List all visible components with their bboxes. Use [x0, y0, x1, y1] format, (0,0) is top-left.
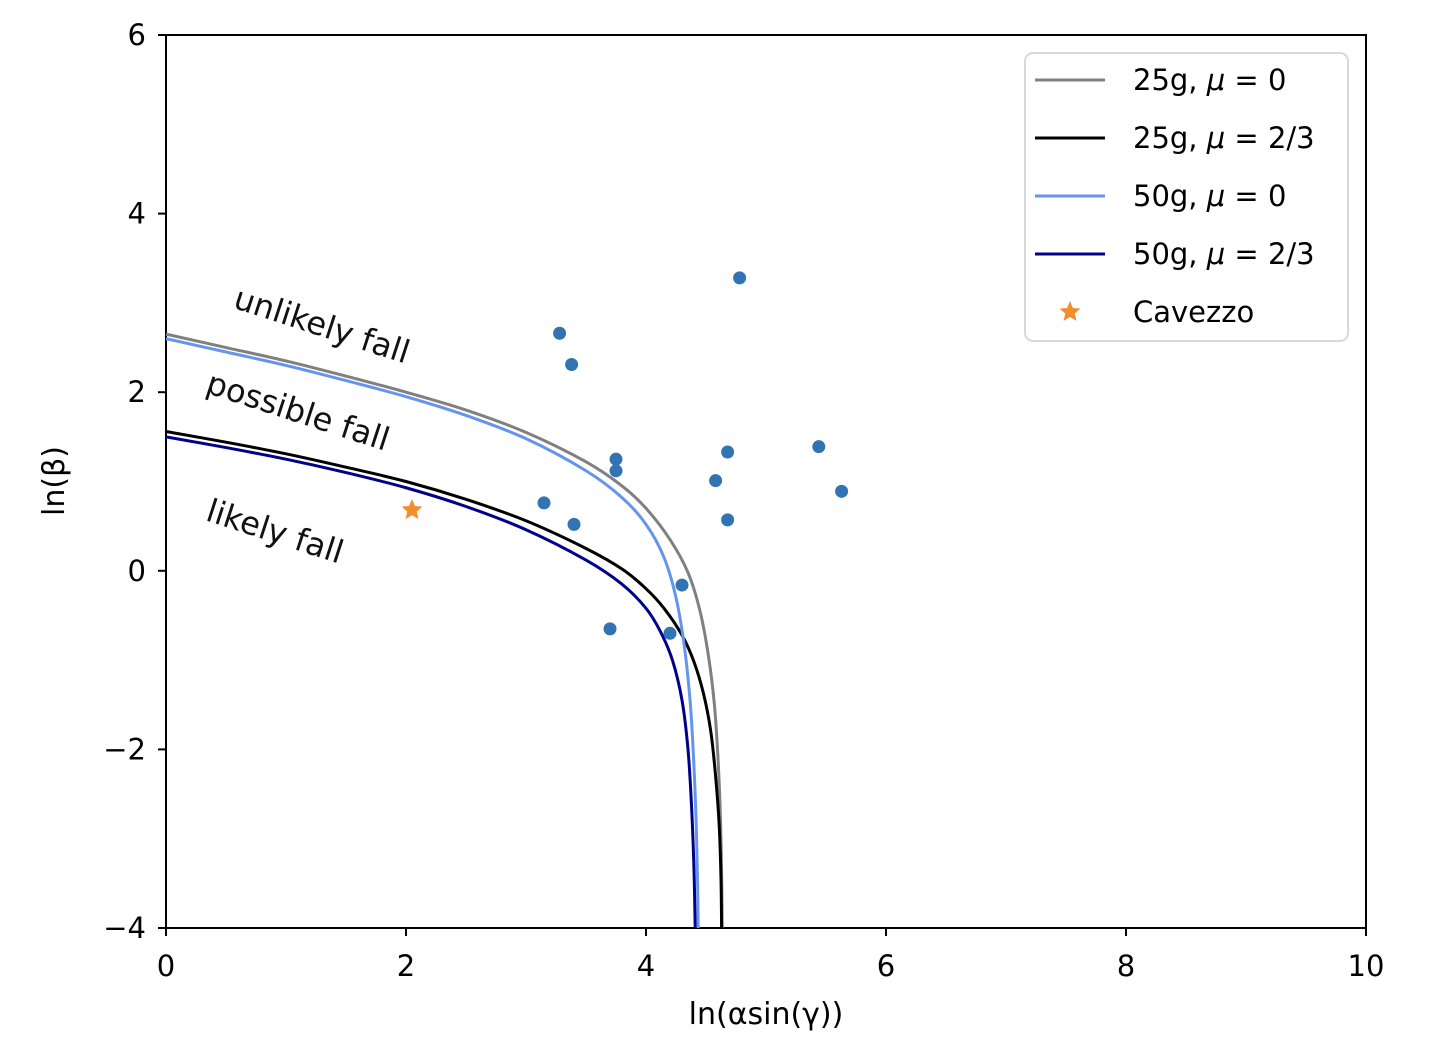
x-tick-label-5: 10 — [1348, 949, 1385, 983]
scatter-point-1 — [553, 326, 567, 340]
series-line-3 — [165, 435, 697, 929]
y-axis-label: ln(β) — [37, 446, 72, 516]
y-tick-label-0: −4 — [103, 911, 146, 945]
legend: 25g, μ = 0 25g, μ = 2/3 50g, μ = 0 50g, μ =… — [1024, 52, 1349, 342]
legend-label-4: Cavezzo — [1133, 295, 1254, 329]
plot-area — [165, 34, 1367, 929]
x-tick-label-0: 0 — [157, 949, 175, 983]
scatter-point-12 — [675, 578, 689, 592]
series-line-0 — [165, 332, 724, 929]
legend-box — [1024, 52, 1349, 342]
x-tick-label-4: 8 — [1117, 949, 1135, 983]
scatter-point-14 — [663, 626, 677, 640]
x-tick-label-1: 2 — [397, 949, 415, 983]
plot-frame — [165, 34, 1367, 929]
y-tick-label-5: 6 — [128, 18, 146, 52]
legend-label-2: 50g, μ = 0 — [1133, 179, 1286, 213]
y-tick-label-1: −2 — [103, 732, 146, 766]
scatter-point-9 — [537, 496, 551, 510]
legend-label-0: 25g, μ = 0 — [1133, 63, 1286, 97]
legend-label-1: 25g, μ = 2/3 — [1133, 121, 1315, 155]
y-tick-label-3: 2 — [128, 375, 146, 409]
y-tick-label-2: 0 — [128, 554, 146, 588]
legend-swatch-4 — [1059, 301, 1081, 321]
x-axis-label: ln(αsin(γ)) — [689, 997, 844, 1032]
legend-items: 25g, μ = 0 25g, μ = 2/3 50g, μ = 0 50g, μ =… — [1035, 63, 1315, 329]
scatter-point-11 — [721, 513, 735, 527]
scatter-point-6 — [812, 440, 826, 454]
scatter-point-0 — [733, 271, 747, 285]
scatter-point-7 — [709, 474, 723, 488]
scatter-point-8 — [835, 484, 849, 498]
scatter-point-5 — [721, 445, 735, 459]
scatter-point-13 — [603, 622, 617, 636]
scatter-point-2 — [565, 358, 579, 372]
x-tick-label-3: 6 — [877, 949, 895, 983]
cavezzo-star-point — [401, 499, 423, 519]
y-axis: −4 −2 0 2 4 6 — [103, 18, 166, 945]
x-axis: 0 2 4 6 8 10 — [157, 928, 1385, 983]
scatter-point-10 — [567, 517, 581, 531]
x-tick-label-2: 4 — [637, 949, 655, 983]
y-tick-label-4: 4 — [128, 197, 146, 231]
legend-label-3: 50g, μ = 2/3 — [1133, 237, 1315, 271]
series-line-1 — [165, 430, 724, 929]
scatter-point-3 — [609, 452, 623, 466]
series-lines — [165, 332, 724, 929]
scatter-point-4 — [609, 464, 623, 478]
scatter-points — [401, 271, 849, 640]
series-line-2 — [165, 337, 700, 929]
